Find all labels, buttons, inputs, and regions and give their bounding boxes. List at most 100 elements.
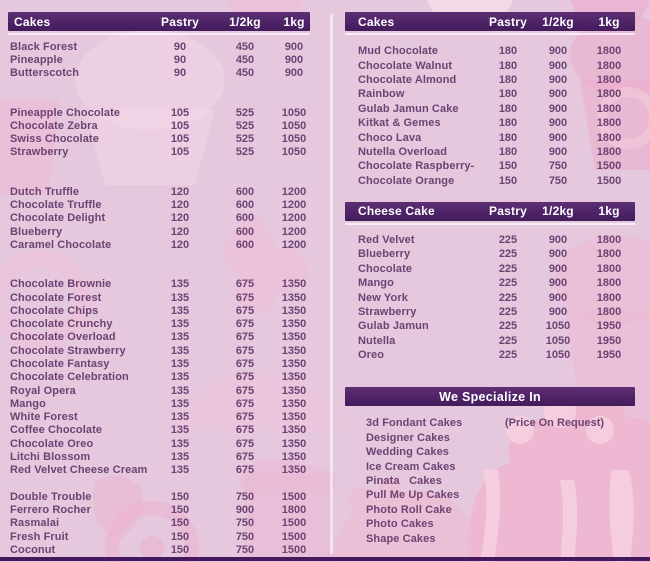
cakes-table-right: Cakes Pastry 1/2kg 1kg Mud Chocolate 180 9… bbox=[345, 12, 635, 188]
price-value: 135 bbox=[170, 424, 190, 437]
header-underline bbox=[345, 33, 635, 35]
price-value: 1050 bbox=[545, 320, 571, 333]
price-group: Double Trouble 150 750 1500 Ferrero Rocher 15… bbox=[8, 490, 310, 556]
item-name: Ferrero Rocher bbox=[10, 503, 91, 516]
price-value: 1350 bbox=[281, 291, 307, 304]
price-value: 1350 bbox=[281, 384, 307, 397]
price-value: 1800 bbox=[596, 248, 622, 261]
price-value: 1800 bbox=[596, 59, 622, 72]
price-value: 1500 bbox=[281, 517, 307, 530]
table-row: Chocolate Walnut 180 900 1800 bbox=[345, 58, 635, 72]
price-value: 675 bbox=[235, 397, 255, 410]
price-value: 225 bbox=[498, 334, 518, 347]
column-header-halfkg: 1/2kg bbox=[542, 14, 574, 29]
price-value: 450 bbox=[235, 40, 255, 53]
price-value: 675 bbox=[235, 371, 255, 384]
price-value: 1200 bbox=[281, 199, 307, 212]
left-column: Cakes Pastry 1/2kg 1kg Black Forest 90 450… bbox=[8, 12, 310, 557]
table-row: Coffee Chocolate 135 675 1350 bbox=[8, 424, 310, 437]
table-row: Litchi Blossom 135 675 1350 bbox=[8, 450, 310, 463]
item-name: Royal Opera bbox=[10, 384, 76, 397]
item-name: Mango bbox=[358, 277, 394, 290]
table-row: Rasmalai 150 750 1500 bbox=[8, 517, 310, 530]
header-underline bbox=[8, 33, 310, 35]
table-row: Fresh Fruit 150 750 1500 bbox=[8, 530, 310, 543]
price-value: 225 bbox=[498, 349, 518, 362]
cheese-cake-table: Cheese Cake Pastry 1/2kg 1kg Red Velvet 2… bbox=[345, 201, 635, 363]
table-row: Mango 225 900 1800 bbox=[345, 276, 635, 290]
price-value: 150 bbox=[498, 160, 518, 173]
table-row: Pineapple 90 450 900 bbox=[8, 53, 310, 66]
price-value: 600 bbox=[235, 212, 255, 225]
specialize-section: We Specialize In (Price On Request) 3d F… bbox=[345, 387, 635, 546]
table-row: Red Velvet Cheese Cream 135 675 1350 bbox=[8, 464, 310, 477]
item-name: Rainbow bbox=[358, 88, 405, 101]
price-value: 900 bbox=[548, 45, 568, 58]
item-name: Coconut bbox=[10, 543, 56, 556]
price-value: 1500 bbox=[596, 174, 622, 187]
price-value: 1350 bbox=[281, 397, 307, 410]
price-on-request-note: (Price On Request) bbox=[505, 417, 605, 430]
price-value: 105 bbox=[170, 119, 190, 132]
price-value: 1050 bbox=[281, 106, 307, 119]
table-row: Kitkat & Gemes 180 900 1800 bbox=[345, 116, 635, 130]
item-name: Pineapple bbox=[10, 53, 63, 66]
price-value: 135 bbox=[170, 318, 190, 331]
price-value: 1800 bbox=[596, 291, 622, 304]
price-value: 225 bbox=[498, 306, 518, 319]
price-value: 900 bbox=[548, 73, 568, 86]
price-value: 675 bbox=[235, 464, 255, 477]
item-name: Oreo bbox=[358, 349, 385, 362]
item-name: Coffee Chocolate bbox=[10, 424, 103, 437]
price-value: 600 bbox=[235, 185, 255, 198]
table-row: Strawberry 105 525 1050 bbox=[8, 146, 310, 159]
item-name: Dutch Truffle bbox=[10, 185, 80, 198]
table-row: Chocolate Chips 135 675 1350 bbox=[8, 304, 310, 317]
price-value: 675 bbox=[235, 384, 255, 397]
price-value: 900 bbox=[548, 145, 568, 158]
table-row: Chocolate Forest 135 675 1350 bbox=[8, 291, 310, 304]
price-value: 1050 bbox=[281, 119, 307, 132]
price-value: 1800 bbox=[596, 117, 622, 130]
price-value: 180 bbox=[498, 59, 518, 72]
price-group: Pineapple Chocolate 105 525 1050 Chocolate Z… bbox=[8, 106, 310, 159]
item-name: Chocolate Walnut bbox=[358, 59, 453, 72]
table-row: Chocolate Crunchy 135 675 1350 bbox=[8, 317, 310, 330]
item-name: Fresh Fruit bbox=[10, 530, 69, 543]
price-value: 180 bbox=[498, 117, 518, 130]
price-value: 120 bbox=[170, 185, 190, 198]
item-name: Red Velvet Cheese Cream bbox=[10, 464, 148, 477]
price-value: 900 bbox=[548, 102, 568, 115]
price-value: 750 bbox=[235, 543, 255, 556]
specialty-item: Wedding Cakes bbox=[366, 446, 450, 459]
price-value: 1350 bbox=[281, 357, 307, 370]
table-row: Gulab Jamun 225 1050 1950 bbox=[345, 319, 635, 333]
price-value: 1800 bbox=[596, 234, 622, 247]
specialty-item: Ice Cream Cakes bbox=[366, 460, 456, 473]
price-value: 450 bbox=[235, 53, 255, 66]
price-value: 675 bbox=[235, 424, 255, 437]
price-value: 225 bbox=[498, 277, 518, 290]
specialty-item: Pinata Cakes bbox=[366, 474, 442, 487]
price-group: Black Forest 90 450 900 Pineapple 90 450 900 But… bbox=[8, 40, 310, 80]
price-value: 675 bbox=[235, 437, 255, 450]
item-name: Strawberry bbox=[358, 306, 417, 319]
price-value: 675 bbox=[235, 318, 255, 331]
price-value: 225 bbox=[498, 248, 518, 261]
table-row: Choco Lava 180 900 1800 bbox=[345, 130, 635, 144]
item-name: Chocolate Brownie bbox=[10, 278, 112, 291]
item-name: Rasmalai bbox=[10, 517, 60, 530]
item-name: Litchi Blossom bbox=[10, 451, 91, 464]
price-value: 1200 bbox=[281, 238, 307, 251]
price-value: 750 bbox=[548, 160, 568, 173]
price-value: 1050 bbox=[281, 146, 307, 159]
column-header-halfkg: 1/2kg bbox=[542, 204, 574, 219]
price-value: 1800 bbox=[596, 277, 622, 290]
price-value: 900 bbox=[548, 117, 568, 130]
table-row: Pineapple Chocolate 105 525 1050 bbox=[8, 106, 310, 119]
table-row: Chocolate Almond 180 900 1800 bbox=[345, 73, 635, 87]
price-value: 1800 bbox=[596, 102, 622, 115]
price-value: 1350 bbox=[281, 464, 307, 477]
price-value: 1950 bbox=[596, 334, 622, 347]
table-row: Chocolate 225 900 1800 bbox=[345, 262, 635, 276]
